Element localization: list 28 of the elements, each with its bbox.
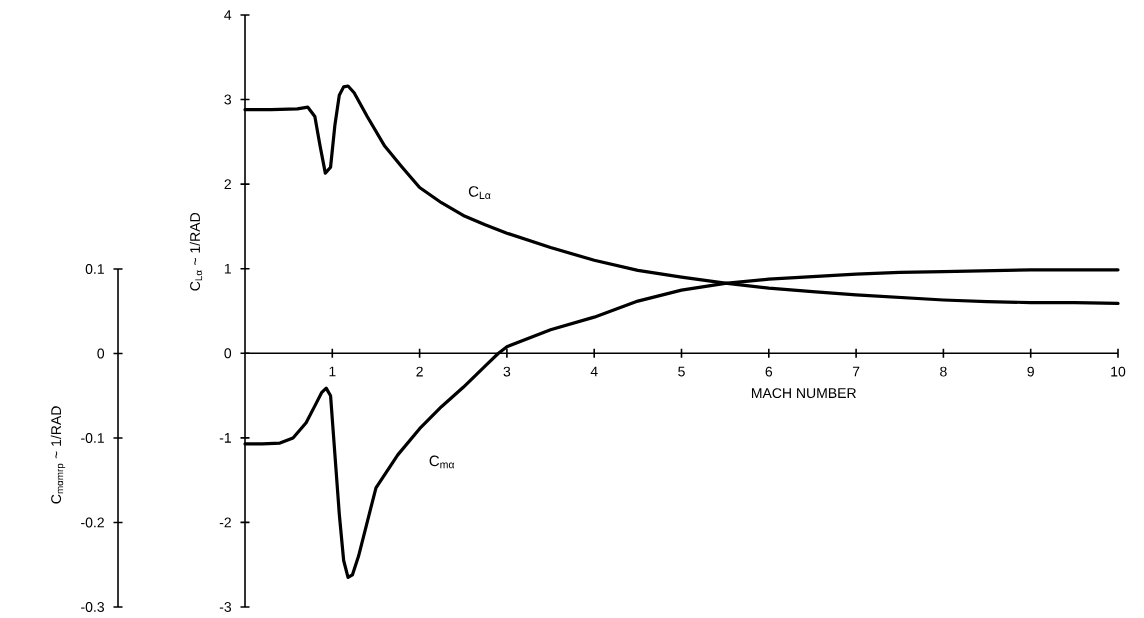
y2-tick-label: 0 (97, 348, 105, 359)
x-tick-label: 9 (1027, 366, 1034, 377)
x-tick-label: 3 (503, 366, 511, 377)
y-tick-label: 0 (224, 348, 232, 359)
y2-tick-label: -0.2 (81, 517, 104, 528)
y-tick-label: 2 (224, 179, 231, 190)
y2-tick-label: 0.1 (85, 264, 104, 274)
y-tick-label: 1 (224, 263, 231, 274)
x-tick-label: 8 (940, 366, 947, 377)
y2-tick-label: -0.1 (81, 433, 104, 443)
y-tick-label: 3 (224, 94, 232, 105)
x-tick-label: 7 (852, 366, 860, 377)
x-tick-label: 10 (1111, 366, 1126, 377)
x-tick-label: 2 (416, 366, 423, 377)
x-tick-label: 6 (765, 366, 773, 377)
y-tick-label: -2 (219, 517, 231, 528)
y-axis-title: C$_{Lα}$ ~ 1/RAD (189, 213, 203, 291)
annotation: C$_{mα}$ (429, 455, 455, 469)
x-tick-label: 4 (590, 366, 598, 377)
annotation: C$_{Lα}$ (468, 186, 491, 200)
y-tick-label: 4 (224, 10, 232, 20)
y2-axis-title: C$_{mαmrp}$ ~ 1/RAD (50, 406, 66, 504)
x-tick-label: 1 (329, 366, 336, 377)
x-axis-title: MACH NUMBER (751, 388, 856, 399)
y2-tick-label: -0.3 (81, 602, 104, 612)
x-tick-label: 5 (678, 366, 685, 377)
y-tick-label: -1 (219, 433, 231, 443)
y-tick-label: -3 (219, 602, 232, 612)
